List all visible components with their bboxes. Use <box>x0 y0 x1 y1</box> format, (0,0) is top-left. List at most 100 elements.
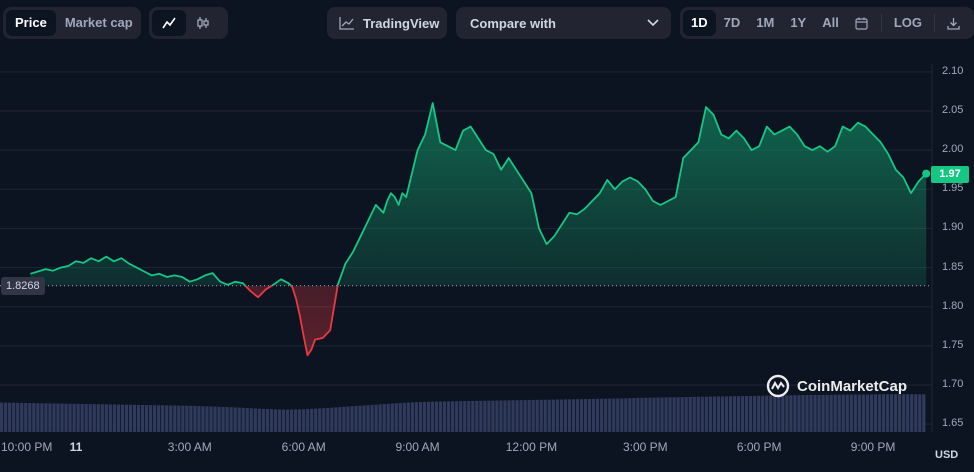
market-cap-tab[interactable]: Market cap <box>64 15 133 30</box>
volume-bar <box>620 398 624 432</box>
volume-bar <box>237 407 241 432</box>
volume-bar <box>499 400 503 432</box>
price-tab[interactable]: Price <box>6 10 56 36</box>
chart-type-toggle <box>149 7 228 39</box>
volume-bar <box>789 395 793 432</box>
volume-bar <box>112 404 116 432</box>
price-marketcap-toggle: Price Market cap <box>3 7 141 39</box>
volume-bar <box>680 397 684 432</box>
volume-bar <box>382 404 386 432</box>
range-1y[interactable]: 1Y <box>790 15 807 30</box>
volume-bar <box>479 400 483 432</box>
volume-bar <box>140 404 145 432</box>
currency-label: USD <box>935 449 959 461</box>
volume-bar <box>604 398 608 432</box>
candlestick-icon[interactable] <box>186 10 220 36</box>
volume-bar <box>873 394 878 432</box>
volume-bar <box>108 404 112 432</box>
volume-bar <box>386 403 390 432</box>
y-tick-label: 1.85 <box>942 260 964 273</box>
volume-bar <box>269 409 274 432</box>
volume-bar <box>793 395 797 432</box>
volume-bar <box>656 397 660 432</box>
volume-bars <box>0 394 926 432</box>
volume-bar <box>354 405 358 432</box>
volume-bar <box>40 403 44 432</box>
compare-with-dropdown[interactable]: Compare with <box>456 7 671 39</box>
price-line <box>30 102 927 357</box>
volume-bar <box>773 395 777 432</box>
volume-bar <box>720 396 725 432</box>
volume-bar <box>241 407 245 432</box>
volume-bar <box>394 403 398 432</box>
volume-bar <box>362 405 366 432</box>
volume-bar <box>640 397 644 432</box>
volume-bar <box>660 397 664 432</box>
volume-bar <box>213 406 217 432</box>
line-chart-icon[interactable] <box>152 10 186 36</box>
volume-bar <box>821 394 825 432</box>
volume-bar <box>398 403 402 432</box>
range-7d[interactable]: 7D <box>723 15 741 30</box>
volume-bar <box>495 400 499 432</box>
volume-bar <box>849 394 853 432</box>
coinmarketcap-watermark: CoinMarketCap <box>766 374 907 398</box>
volume-bar <box>418 402 423 432</box>
volume-bar <box>165 405 169 432</box>
volume-bar <box>539 399 543 432</box>
volume-bar <box>503 400 507 432</box>
tradingview-button[interactable]: TradingView <box>327 7 447 39</box>
volume-bar <box>527 399 531 432</box>
volume-bar <box>426 401 431 432</box>
volume-bar <box>914 394 918 432</box>
volume-bar <box>491 400 495 432</box>
range-divider <box>880 14 882 32</box>
volume-bar <box>104 404 108 432</box>
volume-bar <box>648 397 652 432</box>
volume-bar <box>314 408 318 432</box>
volume-bar <box>201 406 205 432</box>
volume-bar <box>84 403 88 432</box>
range-all[interactable]: All <box>822 15 839 30</box>
log-divider <box>934 14 936 32</box>
y-tick-label: 1.75 <box>942 338 964 351</box>
volume-bar <box>608 398 612 432</box>
volume-bar <box>136 404 141 432</box>
volume-bar <box>422 401 427 432</box>
volume-bar <box>463 401 467 432</box>
range-1d[interactable]: 1D <box>683 10 716 36</box>
volume-bar <box>696 396 700 432</box>
volume-bar <box>841 394 845 432</box>
volume-bar <box>672 397 676 432</box>
volume-bar <box>410 402 414 432</box>
download-icon[interactable] <box>939 10 967 36</box>
calendar-icon[interactable] <box>847 10 877 36</box>
volume-bar <box>68 403 72 432</box>
volume-bar <box>326 407 330 432</box>
range-1m[interactable]: 1M <box>756 15 775 30</box>
volume-bar <box>600 398 604 432</box>
volume-bar <box>446 401 451 432</box>
y-tick-label: 2.10 <box>942 64 964 77</box>
volume-bar <box>173 405 177 432</box>
volume-bar <box>688 396 692 432</box>
volume-bar <box>861 394 865 432</box>
volume-bar <box>96 404 100 432</box>
volume-bar <box>877 394 882 432</box>
volume-bar <box>120 404 125 432</box>
volume-bar <box>483 400 487 432</box>
volume-bar <box>813 394 817 432</box>
log-scale-button[interactable]: LOG <box>893 15 923 30</box>
volume-bar <box>338 407 342 432</box>
x-tick-label: 9:00 AM <box>395 440 440 454</box>
volume-bar <box>322 408 326 432</box>
y-tick-label: 2.00 <box>942 143 964 156</box>
volume-bar <box>116 404 121 432</box>
volume-bar <box>591 398 596 432</box>
chevron-down-icon <box>647 19 659 27</box>
volume-bar <box>519 400 523 432</box>
volume-bar <box>253 408 257 432</box>
volume-bar <box>769 395 773 432</box>
volume-bar <box>20 402 24 432</box>
